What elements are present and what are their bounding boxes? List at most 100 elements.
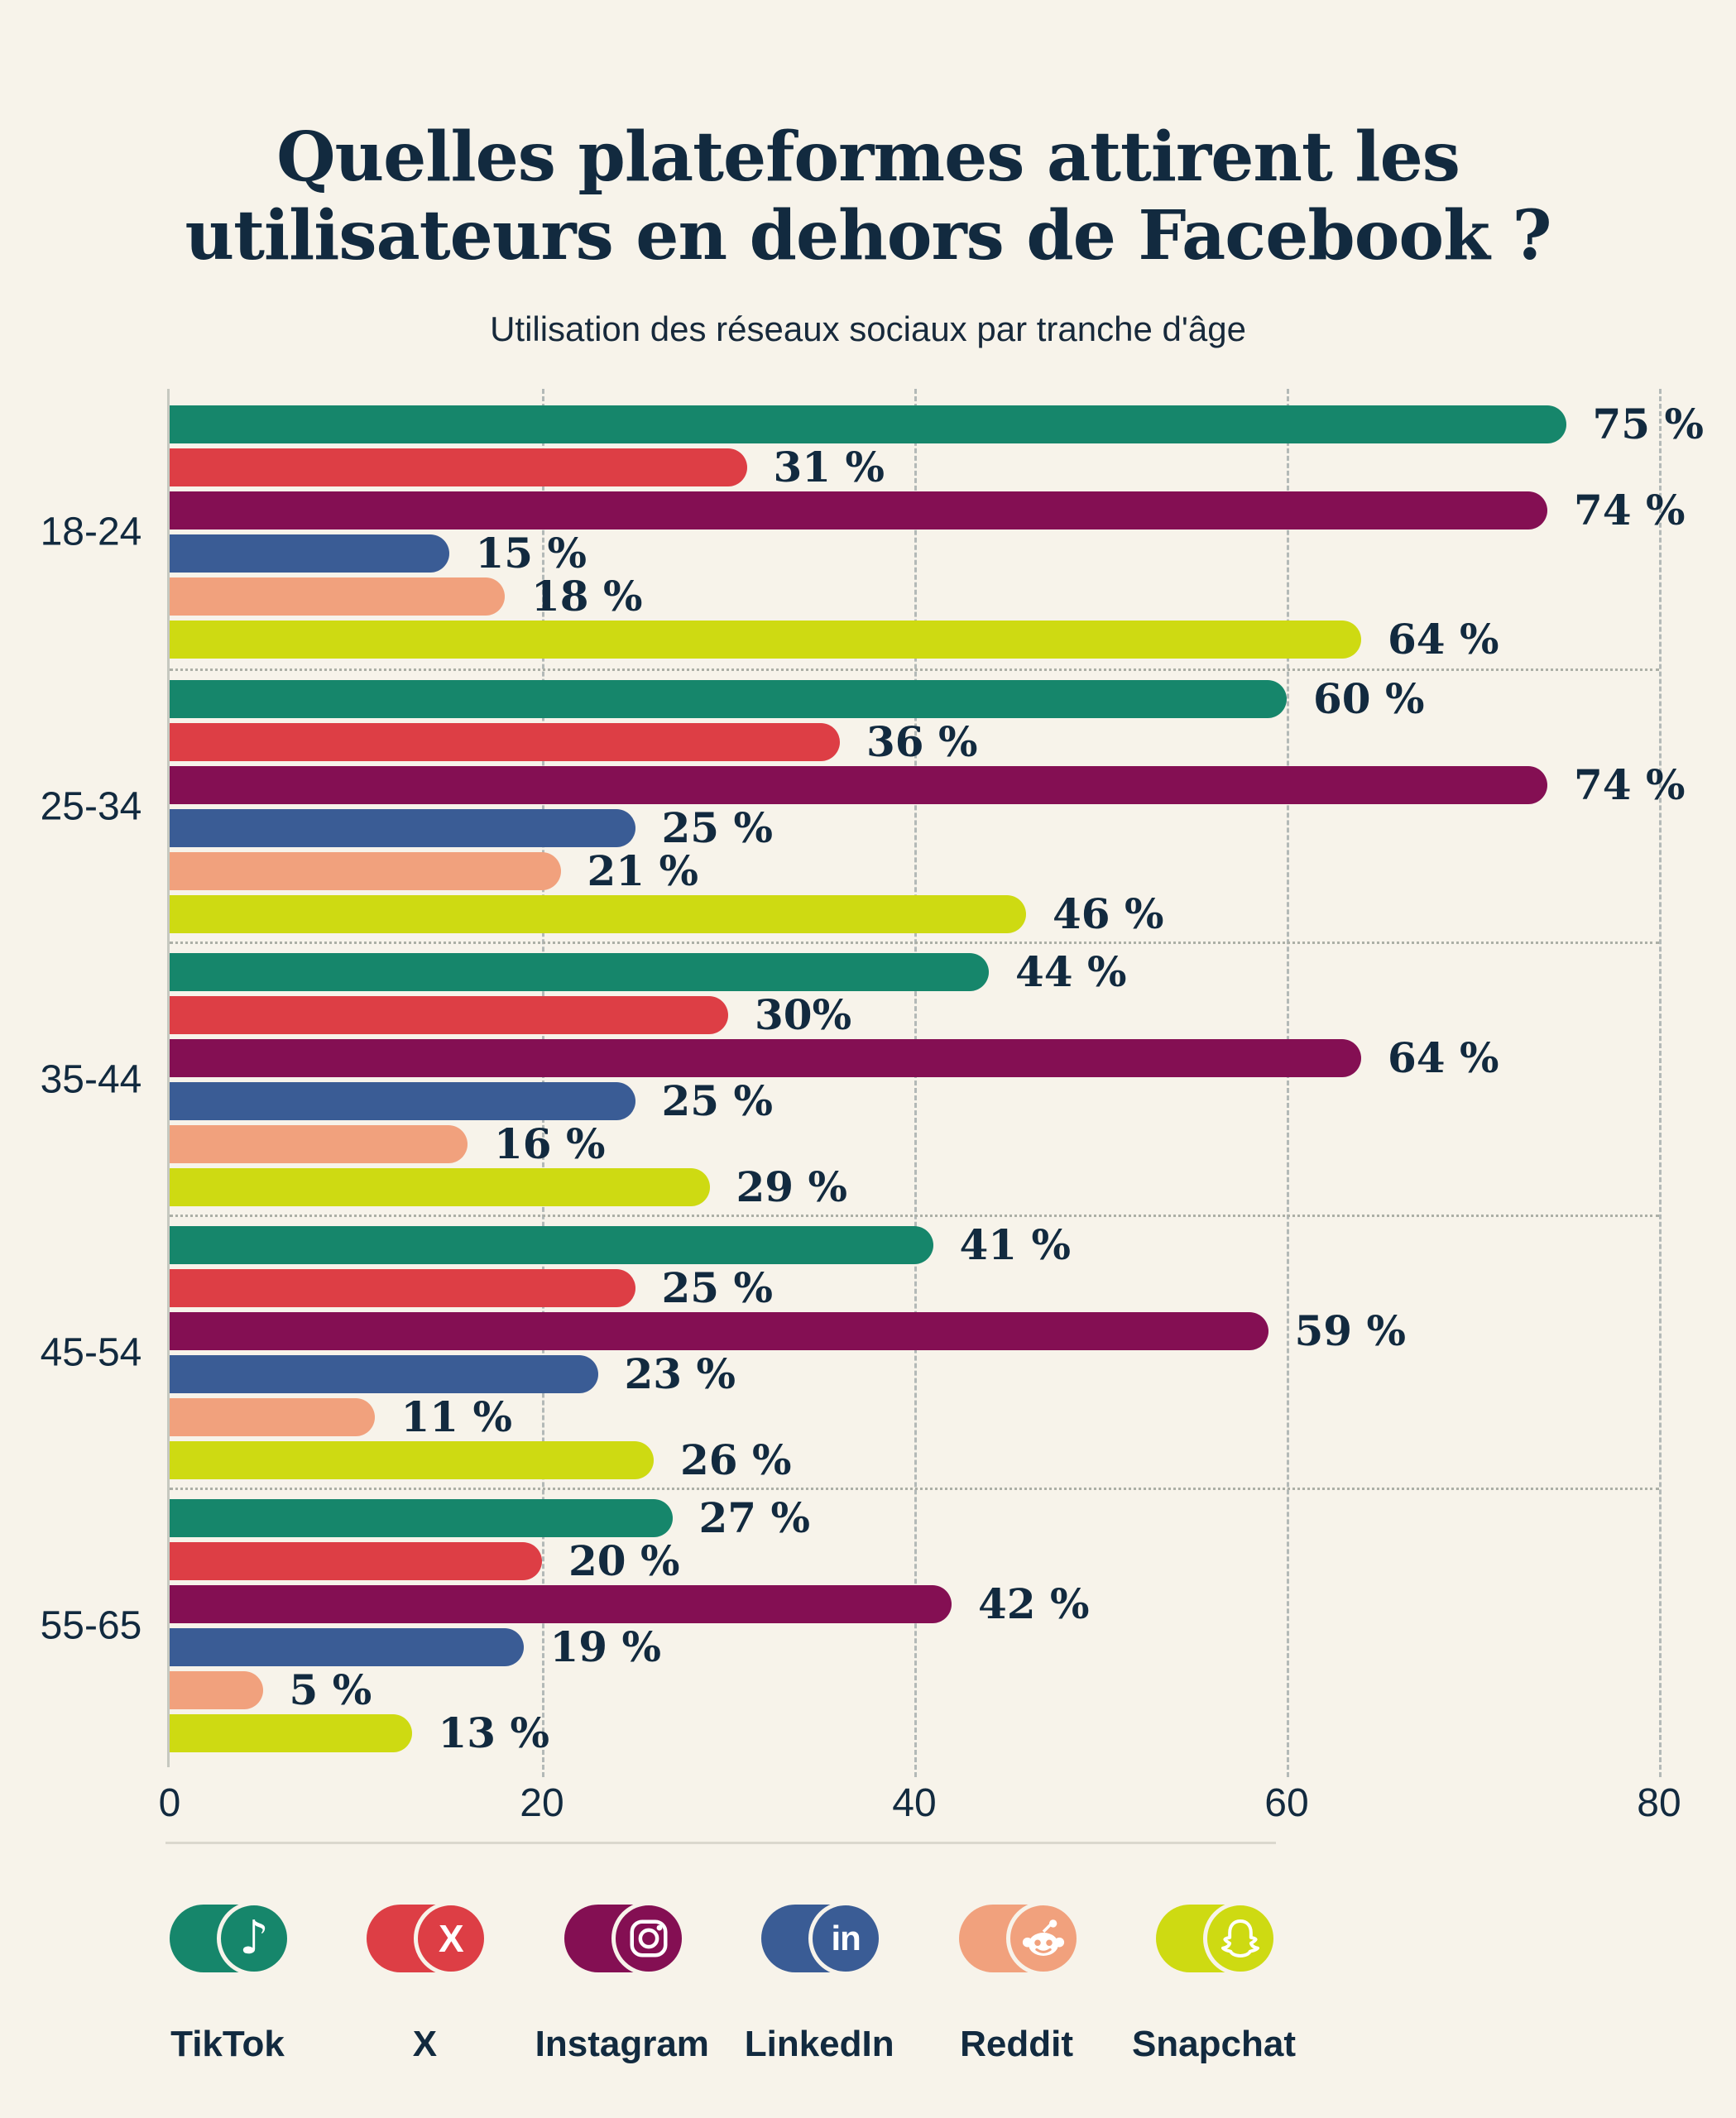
age-group-label: 35-44 xyxy=(40,1057,142,1101)
bar-value-label: 74 % xyxy=(1574,760,1686,809)
bar-value-label: 21 % xyxy=(587,846,699,895)
bar-instagram-35-44 xyxy=(170,1038,1361,1077)
legend-label: LinkedIn xyxy=(744,2024,894,2064)
bar-row-instagram-35-44: 64 % xyxy=(170,1033,1659,1082)
bar-row-snapchat-35-44: 29 % xyxy=(170,1162,1659,1211)
bar-value-label: 42 % xyxy=(978,1579,1090,1628)
bar-row-tiktok-25-34: 60 % xyxy=(170,673,1659,723)
bar-snapchat-25-34 xyxy=(170,894,1026,933)
bar-group-45-54: 45-54 41 % 25 % 59 % 23 % 11 % 26 % xyxy=(41,1215,1659,1488)
bar-row-tiktok-55-65: 27 % xyxy=(170,1493,1659,1542)
legend-label: Reddit xyxy=(960,2024,1073,2064)
bar-instagram-45-54 xyxy=(170,1311,1268,1350)
legend: ♪ TikTok X X Instagram in LinkedIn Reddit Snapch… xyxy=(165,1901,1296,2065)
bar-value-label: 25 % xyxy=(661,1263,774,1312)
bar-value-label: 36 % xyxy=(866,716,978,766)
bar-row-reddit-25-34: 21 % xyxy=(170,846,1659,895)
bar-x-55-65 xyxy=(170,1541,542,1580)
bar-row-tiktok-18-24: 75 % xyxy=(170,404,1704,445)
bar-linkedin-25-34 xyxy=(170,808,635,847)
bar-x-18-24 xyxy=(170,448,747,486)
x-tick-label-80: 80 xyxy=(1637,1781,1681,1825)
bar-value-label: 25 % xyxy=(661,1076,774,1125)
linkedin-icon: in xyxy=(761,1901,884,1976)
bar-value-label: 19 % xyxy=(549,1622,662,1671)
bar-value-label: 46 % xyxy=(1053,889,1164,938)
x-tick-label-0: 0 xyxy=(158,1781,181,1825)
bar-value-label: 60 % xyxy=(1313,673,1425,723)
bar-value-label: 25 % xyxy=(661,803,774,852)
legend-divider xyxy=(165,1842,1276,1844)
bar-row-instagram-55-65: 42 % xyxy=(170,1579,1659,1628)
tiktok-icon: ♪ xyxy=(170,1901,291,1976)
bar-value-label: 16 % xyxy=(494,1119,606,1168)
legend-label: X xyxy=(412,2024,438,2064)
bar-value-label: 27 % xyxy=(698,1493,811,1542)
reddit-icon xyxy=(958,1901,1081,1976)
bar-linkedin-18-24 xyxy=(170,534,449,573)
bar-value-label: 20 % xyxy=(568,1536,680,1585)
legend-item-snapchat: Snapchat xyxy=(1132,1901,1296,2065)
bar-row-linkedin-55-65: 19 % xyxy=(170,1622,1659,1671)
linkedin-icon-circle: in xyxy=(808,1901,884,1976)
x-tick-label-20: 20 xyxy=(520,1781,564,1825)
bar-group-18-24: 18-24 75 % 31 % 74 % 15 % 18 % 64 % xyxy=(41,395,1704,668)
bar-row-instagram-45-54: 59 % xyxy=(170,1306,1659,1355)
bar-linkedin-45-54 xyxy=(170,1354,598,1393)
bar-tiktok-55-65 xyxy=(170,1498,673,1537)
bar-value-label: 75 % xyxy=(1592,400,1705,448)
instagram-icon-circle xyxy=(611,1901,686,1976)
bar-tiktok-45-54 xyxy=(170,1225,933,1264)
bar-snapchat-55-65 xyxy=(170,1713,412,1752)
x-tick-label-40: 40 xyxy=(892,1781,937,1825)
bar-group-25-34: 25-34 60 % 36 % 74 % 25 % 21 % 46 % xyxy=(41,668,1686,942)
bar-value-label: 29 % xyxy=(736,1162,848,1211)
gridline-60 xyxy=(1287,389,1289,1777)
bar-row-x-45-54: 25 % xyxy=(170,1263,1659,1312)
bar-row-reddit-35-44: 16 % xyxy=(170,1119,1659,1168)
bar-snapchat-18-24 xyxy=(170,621,1361,659)
tiktok-icon-circle: ♪ xyxy=(217,1901,291,1976)
legend-label: TikTok xyxy=(170,2024,285,2064)
age-group-label: 55-65 xyxy=(40,1603,142,1647)
legend-item-tiktok: ♪ TikTok xyxy=(165,1901,291,2065)
bar-instagram-25-34 xyxy=(170,765,1547,804)
bar-row-reddit-45-54: 11 % xyxy=(170,1392,1659,1441)
bar-x-35-44 xyxy=(170,995,728,1034)
legend-label: Instagram xyxy=(535,2024,709,2064)
bar-row-instagram-18-24: 74 % xyxy=(170,490,1686,531)
bar-value-label: 18 % xyxy=(531,572,643,621)
bar-row-snapchat-25-34: 46 % xyxy=(170,889,1659,938)
bar-row-snapchat-45-54: 26 % xyxy=(170,1439,1659,1480)
age-group-label: 25-34 xyxy=(40,784,142,828)
x-axis: 0 20 40 60 80 xyxy=(159,1780,1681,1830)
bar-row-snapchat-55-65: 13 % xyxy=(170,1712,1659,1753)
bar-row-instagram-25-34: 74 % xyxy=(170,764,1686,805)
bar-row-linkedin-35-44: 25 % xyxy=(170,1076,1659,1125)
bar-row-x-18-24: 31 % xyxy=(170,447,1659,488)
bar-reddit-45-54 xyxy=(170,1397,375,1436)
bar-reddit-55-65 xyxy=(170,1670,263,1709)
bar-value-label: 11 % xyxy=(400,1392,513,1441)
bar-value-label: 64 % xyxy=(1388,1033,1499,1082)
bar-value-label: 74 % xyxy=(1574,486,1686,534)
x-icon: X xyxy=(367,1901,489,1976)
bar-row-reddit-55-65: 5 % xyxy=(170,1665,1659,1714)
bar-value-label: 59 % xyxy=(1294,1306,1407,1355)
bar-row-linkedin-25-34: 25 % xyxy=(170,803,1659,852)
bar-row-x-25-34: 36 % xyxy=(170,716,1659,766)
bar-value-label: 5 % xyxy=(289,1665,372,1714)
age-group-label: 18-24 xyxy=(40,510,142,554)
bar-instagram-18-24 xyxy=(170,491,1547,530)
bar-linkedin-35-44 xyxy=(170,1081,635,1120)
bar-tiktok-35-44 xyxy=(170,952,989,991)
reddit-icon-circle xyxy=(1005,1901,1081,1976)
bar-x-45-54 xyxy=(170,1268,635,1307)
legend-item-linkedin: in LinkedIn xyxy=(745,1901,894,2065)
bar-row-linkedin-45-54: 23 % xyxy=(170,1353,1659,1394)
bar-x-25-34 xyxy=(170,722,840,761)
bar-row-linkedin-18-24: 15 % xyxy=(170,533,1659,574)
x-tick-label-60: 60 xyxy=(1264,1781,1309,1825)
